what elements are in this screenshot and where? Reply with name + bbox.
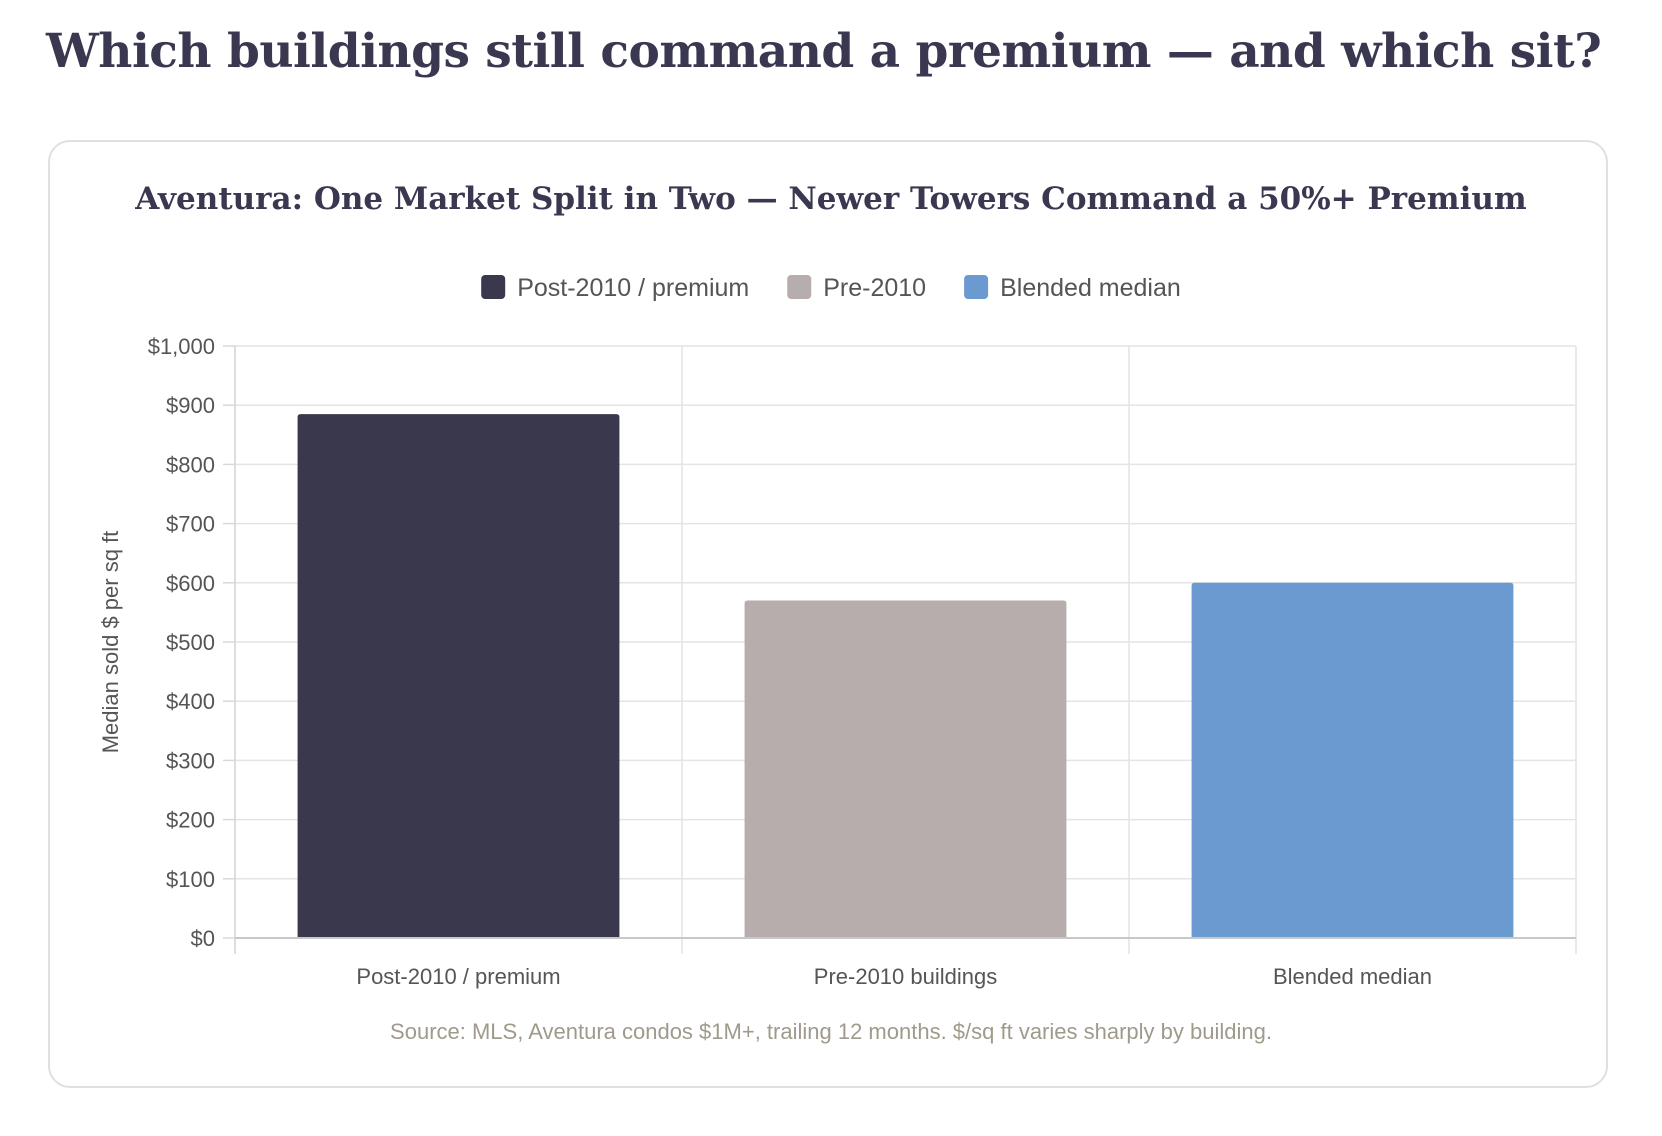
y-axis-ticks: $0 $100 $200 $300 $400 $500 $600 $700 $800 $900 $1… [148,334,235,951]
y-tick-label: $800 [166,452,215,477]
y-tick-label: $0 [191,926,215,951]
y-axis-title: Median sold $ per sq ft [98,531,123,754]
chart-bars [297,414,1514,939]
legend-item: Blended median [964,274,1181,302]
y-tick-label: $600 [166,571,215,596]
legend-label: Post-2010 / premium [517,274,749,302]
y-tick-label: $100 [166,867,215,892]
y-tick-label: $200 [166,808,215,833]
chart-legend: Post-2010 / premium Pre-2010 Blended media… [481,274,1181,302]
y-tick-label: $400 [166,689,215,714]
x-axis-labels: Post-2010 / premium Pre-2010 buildings Ble… [356,964,1432,989]
bar-2 [744,600,1067,938]
y-tick-label: $900 [166,393,215,418]
bar-3 [1191,582,1514,938]
x-category-label: Post-2010 / premium [356,964,560,989]
bar-1 [297,414,620,939]
legend-swatch [787,275,812,299]
source-note: Source: MLS, Aventura condos $1M+, trail… [390,1019,1272,1044]
page-heading: Which buildings still command a premium … [46,24,1602,79]
legend-item: Post-2010 / premium [481,274,749,302]
x-category-label: Pre-2010 buildings [814,964,997,989]
legend-swatch [964,275,989,299]
legend-swatch [481,275,506,299]
legend-label: Blended median [1000,274,1181,302]
legend-item: Pre-2010 [787,274,926,302]
y-tick-label: $1,000 [148,334,215,359]
y-tick-label: $300 [166,748,215,773]
chart-title: Aventura: One Market Split in Two — Newe… [134,181,1527,217]
y-tick-label: $700 [166,512,215,537]
legend-label: Pre-2010 [823,274,926,302]
y-tick-label: $500 [166,630,215,655]
x-category-label: Blended median [1273,964,1432,989]
